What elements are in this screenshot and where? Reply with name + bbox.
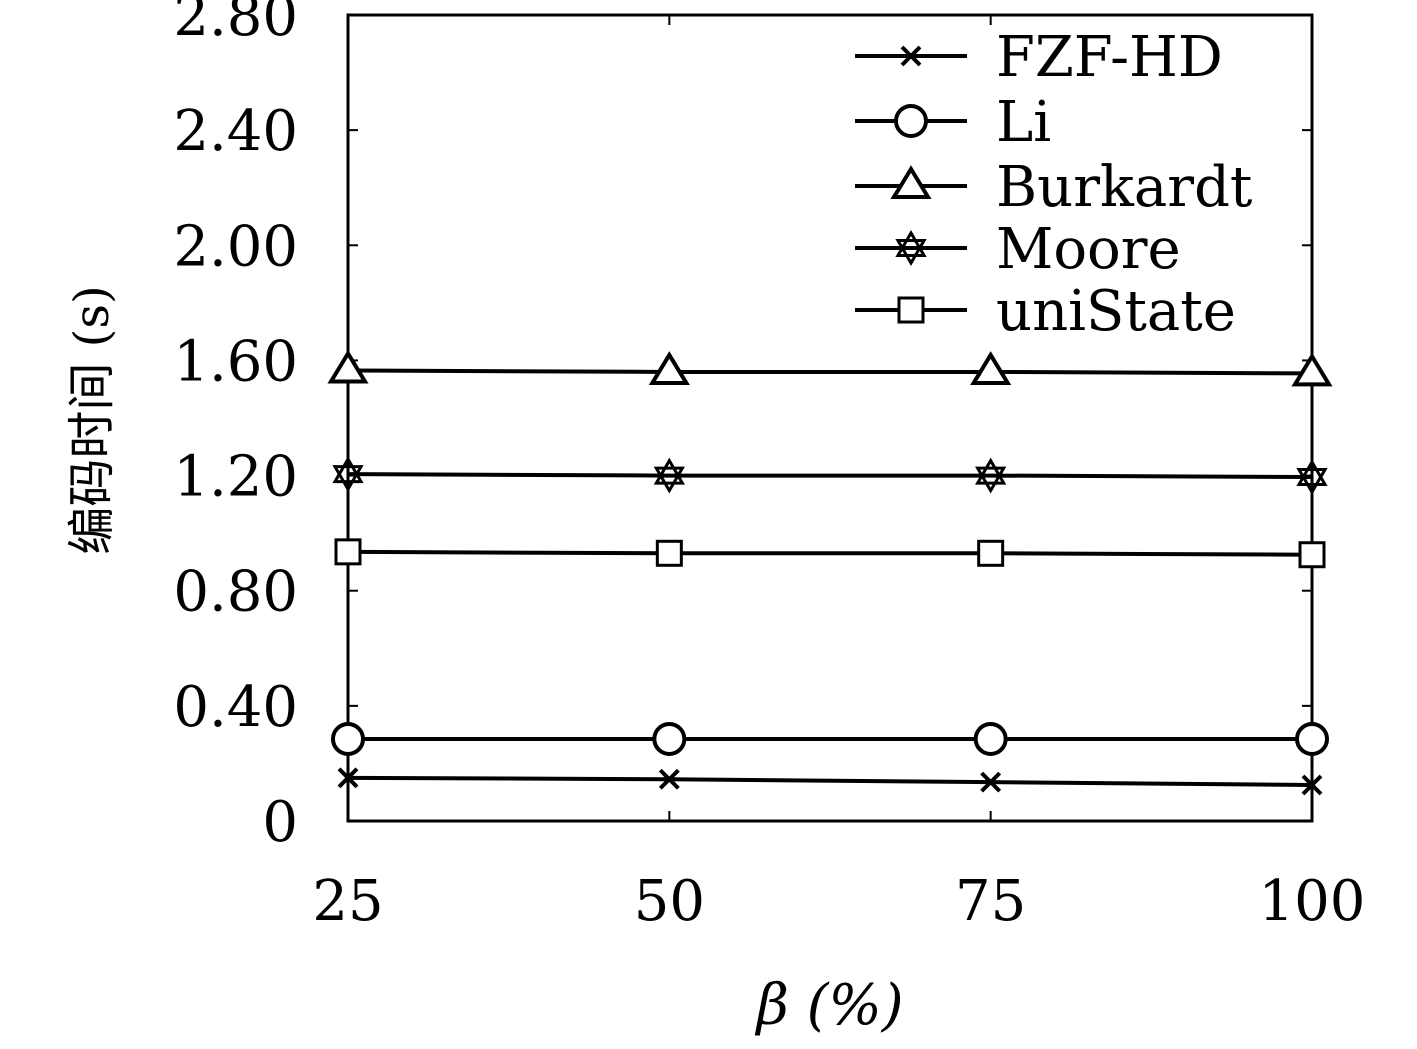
y-tick-label: 0.80 [173, 560, 298, 625]
plot-area-border [346, 13, 1314, 823]
y-tick-label: 1.20 [173, 445, 298, 510]
data-point-li [331, 721, 365, 756]
x-tick-label: 100 [1259, 869, 1366, 934]
marker-stroke [332, 465, 364, 493]
marker-stroke [1296, 459, 1328, 487]
data-point-li [1295, 721, 1329, 756]
x-tick-label: 50 [634, 869, 705, 934]
y-tick-label: 2.00 [173, 214, 298, 279]
legend-item-moore: Moore [855, 217, 1181, 282]
data-point-moore [1296, 459, 1328, 496]
marker-stroke [980, 771, 1002, 793]
plot-frame [346, 13, 1314, 823]
data-point-fzf-hd [658, 768, 680, 790]
y-tick-label: 0.40 [173, 675, 298, 740]
legend-marker-moore [895, 230, 927, 266]
series-unistate [334, 538, 1326, 569]
legend-label: Burkardt [996, 155, 1253, 220]
legend-item-burkardt: Burkardt [855, 155, 1253, 220]
data-point-burkardt [327, 349, 369, 384]
legend-label: uniState [996, 279, 1236, 344]
data-point-unistate [334, 538, 362, 566]
series-moore [332, 456, 1328, 496]
data-point-unistate [977, 539, 1005, 567]
marker-stroke [895, 239, 927, 266]
data-point-fzf-hd [1301, 774, 1323, 796]
x-axis-title: β (%) [754, 973, 903, 1038]
y-tick-label: 2.40 [173, 99, 298, 164]
data-point-burkardt [648, 351, 690, 385]
legend-item-fzf-hd: FZF-HD [855, 25, 1223, 90]
marker-stroke [658, 768, 680, 790]
series-line-moore [347, 472, 1313, 480]
series-li [331, 721, 1329, 756]
marker-stroke [653, 457, 685, 485]
legend-item-unistate: uniState [855, 279, 1236, 344]
y-axis-title: 编码时间 (s) [64, 285, 120, 554]
marker-stroke [975, 457, 1007, 485]
marker-stroke [895, 230, 927, 257]
series-fzf-hd [337, 767, 1323, 796]
data-point-fzf-hd [337, 767, 359, 789]
legend-marker-burkardt [890, 165, 932, 199]
marker-stroke [900, 45, 922, 67]
legend-label: Moore [996, 217, 1181, 282]
data-point-unistate [655, 539, 683, 567]
y-tick-label: 0 [262, 790, 298, 855]
marker-stroke [1301, 774, 1323, 796]
marker-stroke [1296, 468, 1328, 496]
data-point-moore [653, 457, 685, 494]
axis-ticks: 0 0.40 0.80 1.20 1.60 2.00 2.40 2.80 25 50 75 100 [173, 0, 1365, 934]
x-tick-label: 25 [312, 869, 383, 934]
data-point-li [652, 721, 687, 756]
y-tick-label: 2.80 [173, 0, 298, 49]
data-point-fzf-hd [980, 771, 1002, 793]
data-point-moore [975, 457, 1007, 494]
marker-stroke [337, 767, 359, 789]
data-point-burkardt [970, 351, 1012, 385]
data-point-unistate [1298, 541, 1326, 569]
marker-stroke [975, 466, 1007, 494]
legend-label: Li [996, 90, 1051, 155]
legend-marker-li [894, 104, 928, 138]
legend-label: FZF-HD [996, 25, 1223, 90]
marker-stroke [332, 456, 364, 484]
series-burkardt [327, 349, 1333, 387]
series-line-burkardt [347, 368, 1313, 376]
legend-marker-fzf-hd [900, 45, 922, 67]
series-layer [327, 349, 1333, 796]
data-point-moore [332, 456, 364, 493]
legend-item-li: Li [855, 90, 1051, 155]
data-point-burkardt [1291, 352, 1333, 387]
series-line-unistate [347, 549, 1313, 557]
marker-stroke [653, 466, 685, 494]
series-line-fzf-hd [347, 775, 1313, 788]
x-tick-label: 75 [955, 869, 1026, 934]
y-tick-label: 1.60 [173, 329, 298, 394]
legend-marker-unistate [897, 296, 925, 324]
data-point-li [973, 721, 1008, 756]
